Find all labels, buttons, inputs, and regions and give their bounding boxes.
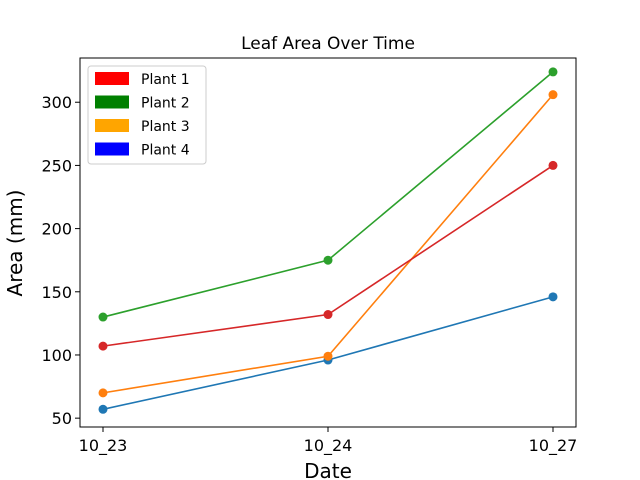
legend-label: Plant 4 [141,143,190,159]
data-point [98,341,108,351]
legend-label: Plant 1 [141,72,190,88]
legend-swatch [95,142,129,156]
y-tick-label: 300 [41,93,72,112]
data-point [548,90,558,100]
legend-label: Plant 3 [141,119,190,135]
x-tick-label: 10_24 [304,436,353,456]
chart-title: Leaf Area Over Time [241,34,415,54]
y-tick-label: 100 [41,346,72,365]
x-axis-label: Date [304,459,352,480]
data-point [323,310,333,320]
legend-label: Plant 2 [141,96,190,112]
y-tick-label: 50 [52,409,72,428]
legend-box [87,65,207,165]
data-point [98,404,108,414]
y-tick-label: 200 [41,220,72,239]
y-axis-label: Area (mm) [3,190,27,297]
data-point [98,388,108,398]
y-tick-label: 150 [41,283,72,302]
data-point [323,255,333,265]
data-point [98,312,108,322]
y-tick-label: 250 [41,156,72,175]
x-tick-label: 10_23 [79,436,128,456]
data-point [548,292,558,302]
x-tick-label: 10_27 [529,436,578,456]
plot-area: 10_23 10_24 10_27 50 100 150 200 250 300 [41,57,578,456]
data-point [323,351,333,361]
legend-swatch [95,119,129,132]
legend-swatch [95,95,129,109]
data-point [548,160,558,170]
legend: Plant 1 Plant 2 Plant 3 Plant 4 [87,65,207,165]
data-point [548,67,558,77]
legend-swatch [95,72,129,85]
